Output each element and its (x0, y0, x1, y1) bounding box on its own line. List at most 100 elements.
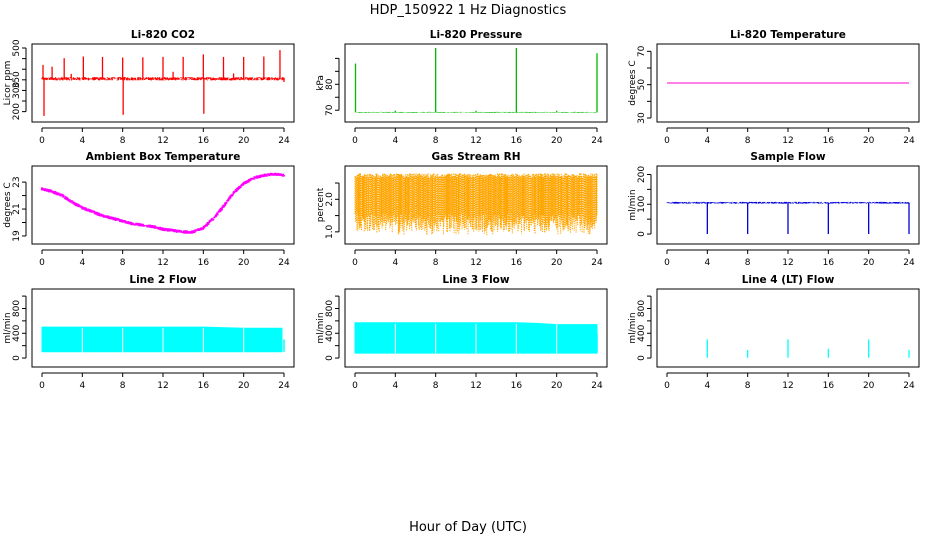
x-tick-label: 8 (120, 381, 126, 391)
series-7 (41, 326, 285, 354)
panel-title: Li-820 Temperature (730, 29, 846, 41)
y-tick-label: 100 (637, 195, 647, 212)
x-tick-label: 0 (352, 258, 358, 268)
plot-frame (656, 288, 920, 368)
panel-title: Li-820 Pressure (430, 29, 523, 41)
x-tick-label: 0 (39, 136, 45, 146)
y-axis-label: kPa (316, 75, 326, 91)
y-axis-label: ml/min (628, 312, 638, 343)
x-tick-label: 4 (392, 381, 398, 391)
x-tick-label: 8 (120, 258, 126, 268)
y-tick-label: 500 (12, 39, 22, 56)
y-tick-label: 70 (637, 45, 647, 57)
x-tick-label: 4 (79, 258, 85, 268)
x-tick-label: 16 (198, 258, 210, 268)
y-tick-label: 70 (325, 104, 335, 116)
x-tick-label: 16 (511, 136, 523, 146)
plot-frame (344, 43, 608, 123)
y-axis: 0 400 800 (12, 295, 27, 361)
x-tick-label: 20 (863, 136, 875, 146)
x-tick-label: 16 (198, 136, 210, 146)
series-1 (41, 50, 285, 116)
plot-frame (31, 43, 295, 123)
x-tick-label: 0 (664, 381, 670, 391)
x-tick-label: 24 (278, 258, 290, 268)
series-line (354, 173, 598, 236)
x-tick-label: 16 (511, 258, 523, 268)
x-tick-label: 20 (551, 136, 563, 146)
x-axis: 0 4 8 12 16 20 24 (664, 372, 915, 391)
panel-title: Li-820 CO2 (131, 29, 195, 41)
y-tick-label: 2.0 (325, 192, 335, 207)
x-tick-label: 8 (120, 136, 126, 146)
x-tick-label: 8 (745, 381, 751, 391)
x-tick-label: 0 (39, 258, 45, 268)
plot-frame (656, 43, 920, 123)
x-tick-label: 24 (903, 258, 915, 268)
y-axis: 70 80 (325, 57, 340, 116)
x-axis: 0 4 8 12 16 20 24 (39, 372, 290, 391)
y-tick-label: 50 (637, 79, 647, 91)
x-tick-label: 16 (511, 381, 523, 391)
x-tick-label: 8 (433, 136, 439, 146)
y-tick-label: 300 (12, 82, 22, 99)
y-tick-label: 400 (637, 324, 647, 341)
y-axis-label: ml/min (3, 312, 13, 343)
x-tick-label: 12 (157, 381, 168, 391)
x-tick-label: 0 (664, 258, 670, 268)
y-tick-label: 800 (12, 300, 22, 317)
x-axis-label: Hour of Day (UTC) (409, 520, 527, 535)
panel-title: Gas Stream RH (431, 151, 520, 163)
plot-frame (656, 165, 920, 245)
x-tick-label: 8 (745, 258, 751, 268)
y-tick-label: 400 (12, 324, 22, 341)
x-tick-label: 24 (591, 258, 603, 268)
x-tick-label: 20 (863, 258, 875, 268)
x-tick-label: 20 (551, 381, 563, 391)
y-tick-label: 400 (325, 324, 335, 341)
y-axis-label: degrees C (628, 60, 638, 105)
x-tick-label: 12 (157, 258, 168, 268)
panel-title: Line 3 Flow (442, 274, 509, 286)
x-tick-label: 24 (278, 381, 290, 391)
y-tick-label: 23 (12, 176, 22, 187)
x-tick-label: 20 (551, 258, 563, 268)
y-axis: 19 21 23 (12, 176, 27, 242)
x-tick-label: 12 (782, 381, 793, 391)
series-area (41, 326, 283, 353)
series-line (40, 172, 286, 234)
series-2 (354, 48, 598, 113)
series-6 (666, 201, 910, 235)
y-tick-label: 800 (637, 300, 647, 317)
panel-4: Ambient Box Temperature 0 4 8 12 16 20 24 19 21 23… (3, 151, 295, 268)
y-axis: 0 400 800 (637, 295, 652, 361)
y-tick-label: 200 (637, 166, 647, 183)
panel-6: Sample Flow 0 4 8 12 16 20 24 0 100 200 ml/min (628, 151, 920, 268)
y-tick-label: 0 (637, 355, 647, 361)
x-tick-label: 0 (352, 381, 358, 391)
series-5 (354, 173, 598, 236)
x-axis: 0 4 8 12 16 20 24 (352, 249, 603, 268)
y-tick-label: 200 (12, 103, 22, 120)
y-axis-label: ml/min (628, 189, 638, 220)
x-tick-label: 20 (238, 258, 250, 268)
x-tick-label: 4 (392, 136, 398, 146)
x-tick-label: 20 (238, 136, 250, 146)
x-tick-label: 4 (392, 258, 398, 268)
x-axis: 0 4 8 12 16 20 24 (39, 249, 290, 268)
x-axis: 0 4 8 12 16 20 24 (664, 249, 915, 268)
panel-title: Ambient Box Temperature (86, 151, 241, 163)
x-tick-label: 4 (704, 258, 710, 268)
x-tick-label: 12 (470, 258, 481, 268)
x-tick-label: 8 (433, 381, 439, 391)
x-tick-label: 20 (863, 381, 875, 391)
x-tick-label: 4 (704, 381, 710, 391)
y-tick-label: 80 (325, 78, 335, 90)
x-tick-label: 16 (823, 381, 835, 391)
